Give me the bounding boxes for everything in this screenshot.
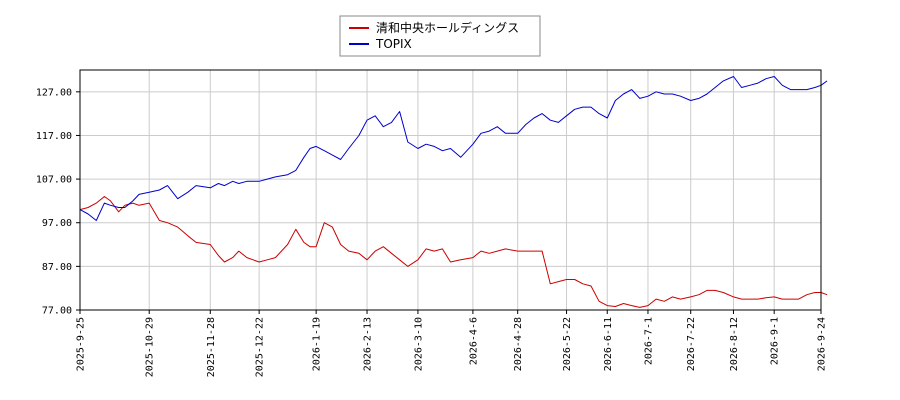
y-tick-label: 97.00	[42, 218, 72, 229]
x-tick-label: 2025-10-29	[145, 317, 156, 377]
y-tick-label: 87.00	[42, 262, 72, 273]
y-tick-label: 107.00	[36, 175, 72, 186]
x-tick-label: 2025-9-25	[76, 317, 87, 371]
x-tick-label: 2026-6-11	[603, 317, 614, 371]
x-axis: 2025-9-25 2025-10-29 2025-11-28 2025-12-22 2…	[76, 310, 828, 377]
x-tick-label: 2026-5-22	[562, 317, 573, 371]
x-tick-label: 2025-11-28	[206, 317, 217, 377]
y-tick-label: 77.00	[42, 306, 72, 317]
series-line-topix	[79, 76, 828, 221]
x-tick-label: 2025-12-22	[255, 317, 266, 377]
x-tick-label: 2026-4-6	[468, 317, 479, 365]
x-tick-label: 2026-2-13	[363, 317, 374, 371]
legend-label-seiwa: 清和中央ホールディングス	[376, 20, 519, 35]
x-tick-label: 2026-9-24	[817, 317, 828, 371]
y-tick-label: 117.00	[36, 131, 72, 142]
x-tick-label: 2026-4-28	[513, 317, 524, 371]
x-tick-label: 2026-7-22	[686, 317, 697, 371]
legend: 清和中央ホールディングス TOPIX	[339, 15, 541, 57]
legend-label-topix: TOPIX	[375, 37, 412, 51]
y-axis: 127.00 117.00 107.00 97.00 87.00 77.00	[36, 87, 80, 317]
x-tick-label: 2026-7-1	[643, 317, 654, 365]
plot-area-frame	[79, 69, 822, 311]
series-line-seiwa	[79, 196, 828, 308]
x-tick-label: 2026-9-1	[770, 317, 781, 365]
y-tick-label: 127.00	[36, 87, 72, 98]
legend-box	[339, 15, 541, 57]
x-tick-label: 2026-3-10	[413, 317, 424, 371]
x-tick-label: 2026-8-12	[729, 317, 740, 371]
x-tick-label: 2026-1-19	[312, 317, 323, 371]
series-lines	[79, 76, 828, 308]
